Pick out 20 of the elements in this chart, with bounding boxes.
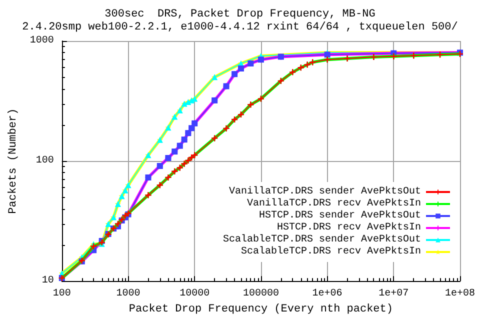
legend-label: VanillaTCP.DRS sender AvePktsOut xyxy=(228,186,421,198)
x-tick-label: 10000 xyxy=(180,288,210,300)
x-tick-label: 100000 xyxy=(242,288,279,300)
x-tick-label: 1e+07 xyxy=(378,288,409,300)
x-tick-label: 1000 xyxy=(116,288,140,300)
y-tick-label: 1000 xyxy=(30,36,54,46)
y-axis-title: Packets (Number) xyxy=(8,108,20,214)
chart-subtitle: 2.4.20smp web100-2.2.1, e1000-4.4.12 rxint 64/64 , txqueuelen 500/ xyxy=(22,22,458,34)
legend-label: ScalableTCP.DRS sender AvePktsOut xyxy=(222,234,421,246)
legend-label: HSTCP.DRS recv AvePktsIn xyxy=(276,222,421,234)
y-tick-label: 100 xyxy=(36,156,54,167)
legend-label: VanillaTCP.DRS recv AvePktsIn xyxy=(246,198,421,210)
chart-title: 300sec DRS, Packet Drop Frequency, MB-NG xyxy=(104,8,376,20)
legend-label: ScalableTCP.DRS recv AvePktsIn xyxy=(240,246,421,258)
x-axis-title: Packet Drop Frequency (Every nth packet) xyxy=(128,304,393,316)
x-tick-label: 1e+08 xyxy=(444,288,476,300)
x-tick-label: 100 xyxy=(52,288,71,300)
y-tick-label: 10 xyxy=(42,276,54,287)
legend-label: HSTCP.DRS sender AvePktsOut xyxy=(258,210,421,222)
x-tick-label: 1e+06 xyxy=(312,288,342,300)
